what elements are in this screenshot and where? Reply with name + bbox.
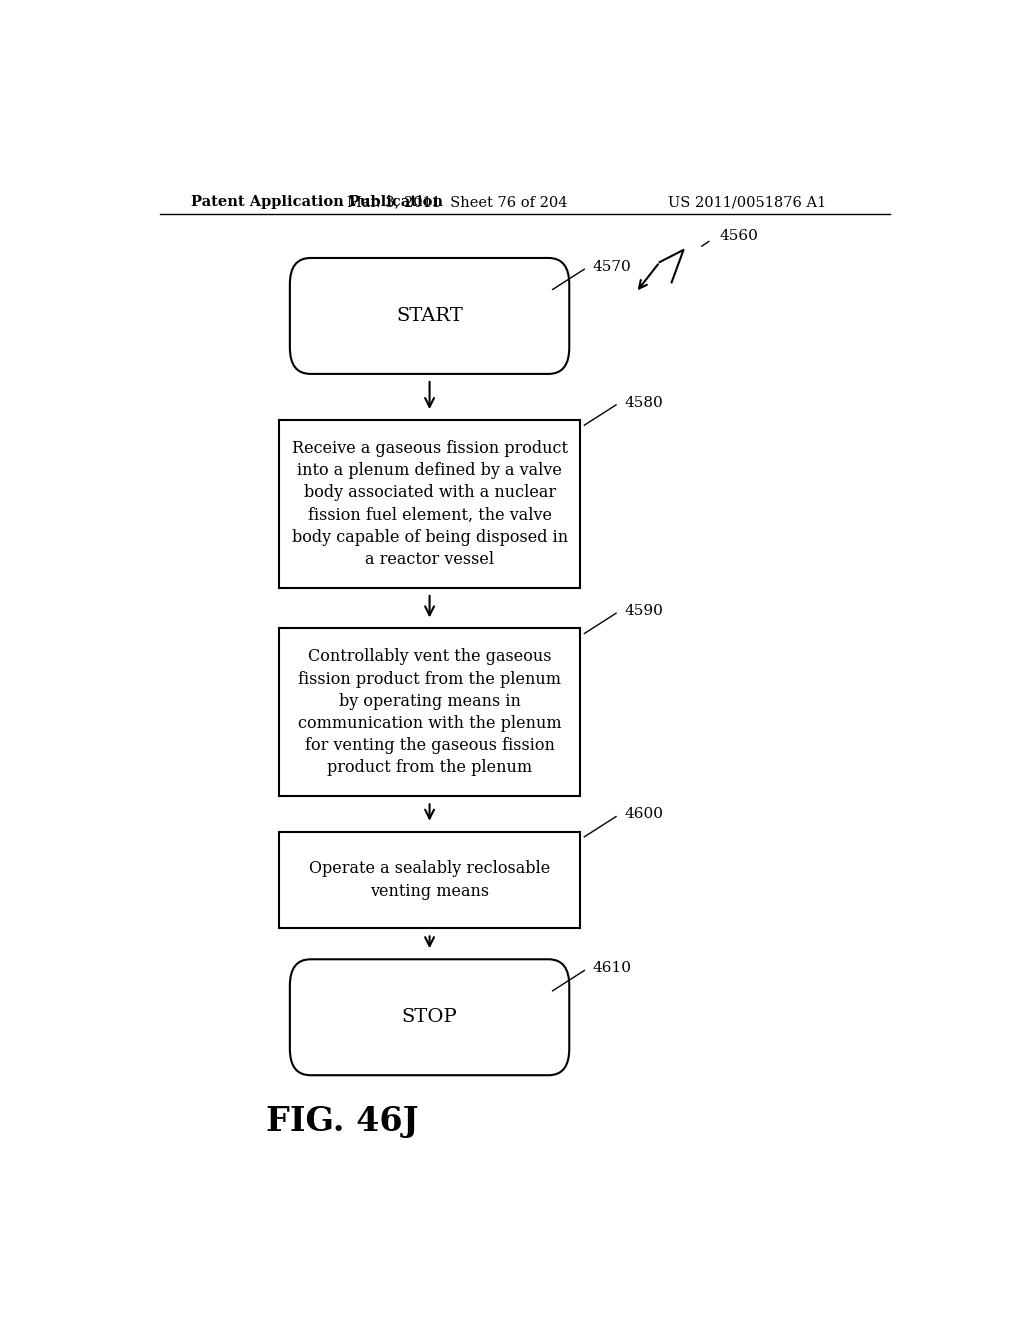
Text: START: START [396, 308, 463, 325]
FancyBboxPatch shape [290, 960, 569, 1076]
Bar [279, 832, 581, 928]
Text: 4600: 4600 [624, 808, 663, 821]
Text: STOP: STOP [401, 1008, 458, 1026]
Text: 4590: 4590 [624, 605, 663, 618]
Bar [279, 420, 581, 587]
FancyBboxPatch shape [290, 257, 569, 374]
Text: Operate a sealably reclosable
venting means: Operate a sealably reclosable venting me… [309, 861, 550, 900]
Text: 4560: 4560 [719, 228, 758, 243]
Text: Controllably vent the gaseous
fission product from the plenum
by operating means: Controllably vent the gaseous fission pr… [298, 648, 561, 776]
Text: Patent Application Publication: Patent Application Publication [191, 195, 443, 209]
Text: 4580: 4580 [624, 396, 663, 409]
Text: FIG. 46J: FIG. 46J [266, 1105, 419, 1138]
Bar [279, 628, 581, 796]
Text: Mar. 3, 2011  Sheet 76 of 204: Mar. 3, 2011 Sheet 76 of 204 [347, 195, 567, 209]
Text: Receive a gaseous fission product
into a plenum defined by a valve
body associat: Receive a gaseous fission product into a… [292, 440, 567, 568]
Text: US 2011/0051876 A1: US 2011/0051876 A1 [668, 195, 826, 209]
Text: 4610: 4610 [592, 961, 631, 975]
Text: 4570: 4570 [592, 260, 631, 275]
